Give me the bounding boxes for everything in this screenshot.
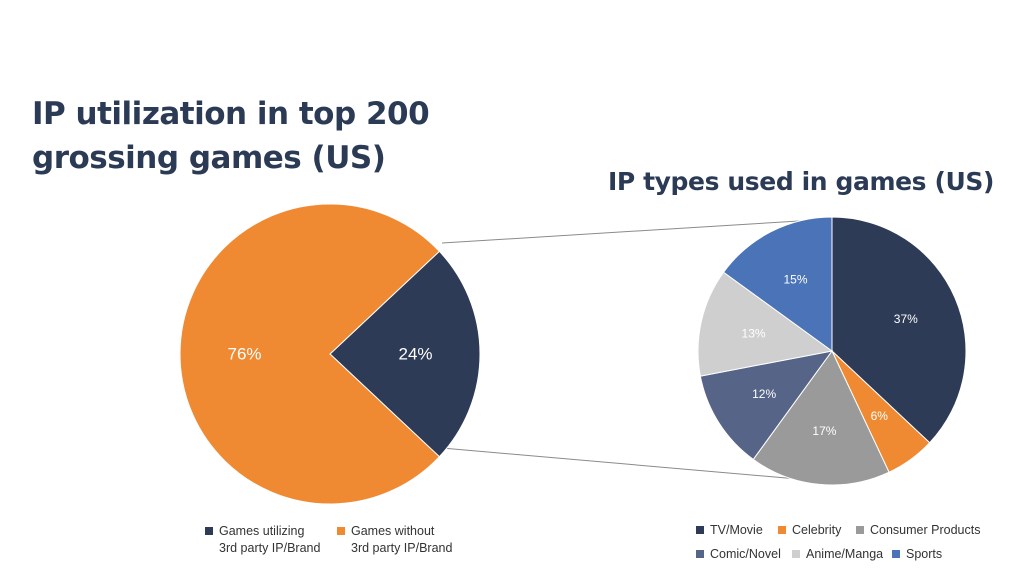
title-line-2: grossing games (US) [32,140,386,176]
pie-slice-games-utilizing-3rd-party-ip-brand [329,250,481,458]
legend-label: Sports [906,547,943,561]
data-label-games-utilizing-3rd-party-ip-brand: 24% [398,345,432,364]
legend-swatch [778,526,786,534]
pie-slice-anime-manga [697,271,834,377]
pie-ip-types: 37% 6% 17% 12% 13% 15% [697,216,967,486]
legend-label: Celebrity [792,523,842,537]
legend-swatch [337,527,345,535]
chart-title-ip-types: IP types used in games (US) [607,167,994,196]
legend-label: 3rd party IP/Brand [351,541,453,555]
connector-line-top [441,218,833,244]
legend-label: Games without [351,524,435,538]
pie-slice-tv-movie [831,216,967,444]
legend-label: Comic/Novel [710,547,781,561]
pie-slice-comic-novel [699,350,834,461]
chart-title-ip-utilization: IP utilization in top 200 grossing games… [32,92,430,180]
data-label-consumer-products: 17% [812,424,836,438]
legend-label: 3rd party IP/Brand [219,541,321,555]
legend-label: Consumer Products [870,523,981,537]
legend-swatch [696,526,704,534]
pie-slice-sports [722,216,833,352]
legend-swatch [856,526,864,534]
data-label-anime-manga: 13% [742,326,766,340]
pie-slice-games-without-3rd-party-ip-brand [179,203,441,505]
data-label-sports: 15% [783,272,807,286]
legend-swatch [205,527,213,535]
legend-swatch [696,550,704,558]
legend-label: Games utilizing [219,524,305,538]
legend-swatch [892,550,900,558]
legend-label: Anime/Manga [806,547,884,561]
data-label-games-without-3rd-party-ip-brand: 76% [227,345,261,364]
data-label-tv-movie: 37% [894,312,918,326]
legend-swatch [792,550,800,558]
title-line-1: IP utilization in top 200 [32,96,430,132]
data-label-comic-novel: 12% [752,387,776,401]
data-label-celebrity: 6% [871,409,889,423]
pie-slice-consumer-products [752,350,890,486]
pie-ip-utilization: 24% 76% [179,203,481,505]
legend-label: TV/Movie [710,523,763,537]
connector-line-bottom [441,447,833,483]
